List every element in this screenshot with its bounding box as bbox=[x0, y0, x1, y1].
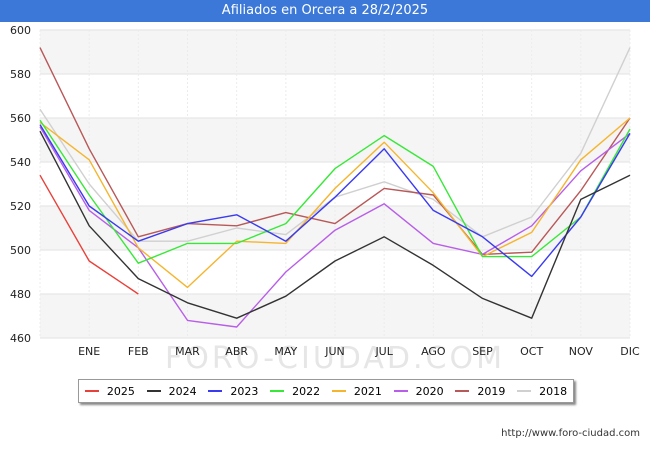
chart-title: Afiliados en Orcera a 28/2/2025 bbox=[0, 0, 650, 22]
legend-label: 2023 bbox=[230, 384, 259, 398]
watermark-layer: FORO-CIUDAD.COM bbox=[165, 341, 505, 376]
legend: 2025 2024 2023 2022 2021 2020 2019 2018 bbox=[78, 379, 574, 403]
watermark-text: FORO-CIUDAD.COM bbox=[165, 341, 505, 376]
series-line-2022 bbox=[39, 119, 631, 264]
x-tick-label: DIC bbox=[620, 345, 640, 358]
y-axis: 460 480 500 520 540 560 580 600 bbox=[10, 24, 31, 345]
x-tick-label: ENE bbox=[78, 345, 100, 358]
legend-item-2020: 2020 bbox=[393, 384, 444, 398]
legend-swatch bbox=[146, 390, 161, 392]
x-axis: ENE FEB MAR ABR MAY JUN JUL AGO SEP OCT NOV DIC bbox=[78, 345, 640, 358]
legend-swatch bbox=[455, 390, 470, 392]
legend-swatch bbox=[331, 390, 346, 392]
y-tick-label: 600 bbox=[10, 24, 31, 37]
x-tick-label: SEP bbox=[472, 345, 493, 358]
legend-swatch bbox=[517, 390, 532, 392]
legend-swatch bbox=[393, 390, 408, 392]
series-line-2021 bbox=[39, 117, 631, 289]
series-layer bbox=[39, 47, 631, 328]
y-tick-label: 580 bbox=[10, 68, 31, 81]
x-tick-label: OCT bbox=[520, 345, 543, 358]
x-tick-label: AGO bbox=[421, 345, 446, 358]
y-tick-label: 500 bbox=[10, 244, 31, 257]
legend-label: 2021 bbox=[353, 384, 382, 398]
y-tick-label: 480 bbox=[10, 288, 31, 301]
x-tick-label: FEB bbox=[128, 345, 149, 358]
legend-item-2021: 2021 bbox=[331, 384, 382, 398]
legend-swatch bbox=[84, 390, 99, 392]
x-tick-label: ABR bbox=[225, 345, 248, 358]
x-tick-label: MAR bbox=[175, 345, 200, 358]
legend-swatch bbox=[208, 390, 223, 392]
legend-item-2019: 2019 bbox=[455, 385, 505, 398]
legend-label: 2020 bbox=[415, 384, 444, 398]
legend-swatch bbox=[270, 390, 285, 392]
legend-label: 2024 bbox=[168, 384, 197, 398]
legend-label: 2018 bbox=[539, 384, 568, 398]
x-tick-label: JUN bbox=[324, 345, 345, 358]
y-tick-label: 460 bbox=[10, 332, 31, 345]
x-tick-label: MAY bbox=[274, 345, 297, 358]
legend-item-2022: 2022 bbox=[270, 385, 320, 398]
y-tick-label: 520 bbox=[10, 200, 31, 213]
x-tick-label: JUL bbox=[374, 345, 393, 358]
series-line-2019 bbox=[39, 47, 631, 256]
legend-item-2018: 2018 bbox=[517, 385, 567, 398]
series-line-2024 bbox=[39, 130, 631, 319]
y-tick-label: 560 bbox=[10, 112, 31, 125]
series-line-2025 bbox=[39, 174, 139, 295]
legend-item-2024: 2024 bbox=[146, 384, 197, 398]
legend-label: 2022 bbox=[292, 384, 321, 398]
y-tick-label: 540 bbox=[10, 156, 31, 169]
series-line-2023 bbox=[39, 124, 631, 278]
legend-item-2023: 2023 bbox=[208, 385, 258, 398]
x-tick-label: NOV bbox=[569, 345, 594, 358]
source-link[interactable]: http://www.foro-ciudad.com bbox=[501, 428, 640, 439]
legend-label: 2025 bbox=[106, 384, 135, 398]
legend-label: 2019 bbox=[477, 384, 506, 398]
legend-item-2025: 2025 bbox=[84, 384, 135, 398]
